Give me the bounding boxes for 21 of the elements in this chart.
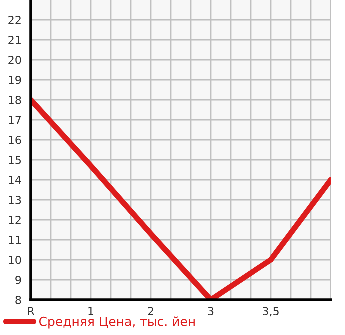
y-tick-label: 13 [9,196,22,204]
y-tick-label: 8 [16,296,22,304]
y-tick-label: 21 [8,36,21,44]
y-tick-label: 10 [9,256,22,264]
x-tick-label: 2 [148,307,154,316]
x-tick-label: 1 [88,307,94,316]
y-tick-label: 18 [9,96,22,104]
x-tick-label: 3 [208,307,214,316]
legend-label: Средняя Цена, тыс. йен [39,316,195,329]
y-tick-label: 17 [9,116,22,124]
x-tick-label: 3,5 [263,307,279,317]
y-tick-label: 20 [8,56,22,64]
y-tick-label: 9 [16,276,22,284]
x-tick-label: R [28,307,35,316]
y-tick-label: 14 [9,176,22,184]
y-tick-label: 15 [9,156,21,164]
y-tick-label: 16 [9,136,22,144]
y-tick-label: 11 [9,236,21,244]
y-tick-label: 19 [9,76,22,84]
y-tick-label: 22 [8,16,21,24]
y-tick-label: 12 [9,216,21,224]
